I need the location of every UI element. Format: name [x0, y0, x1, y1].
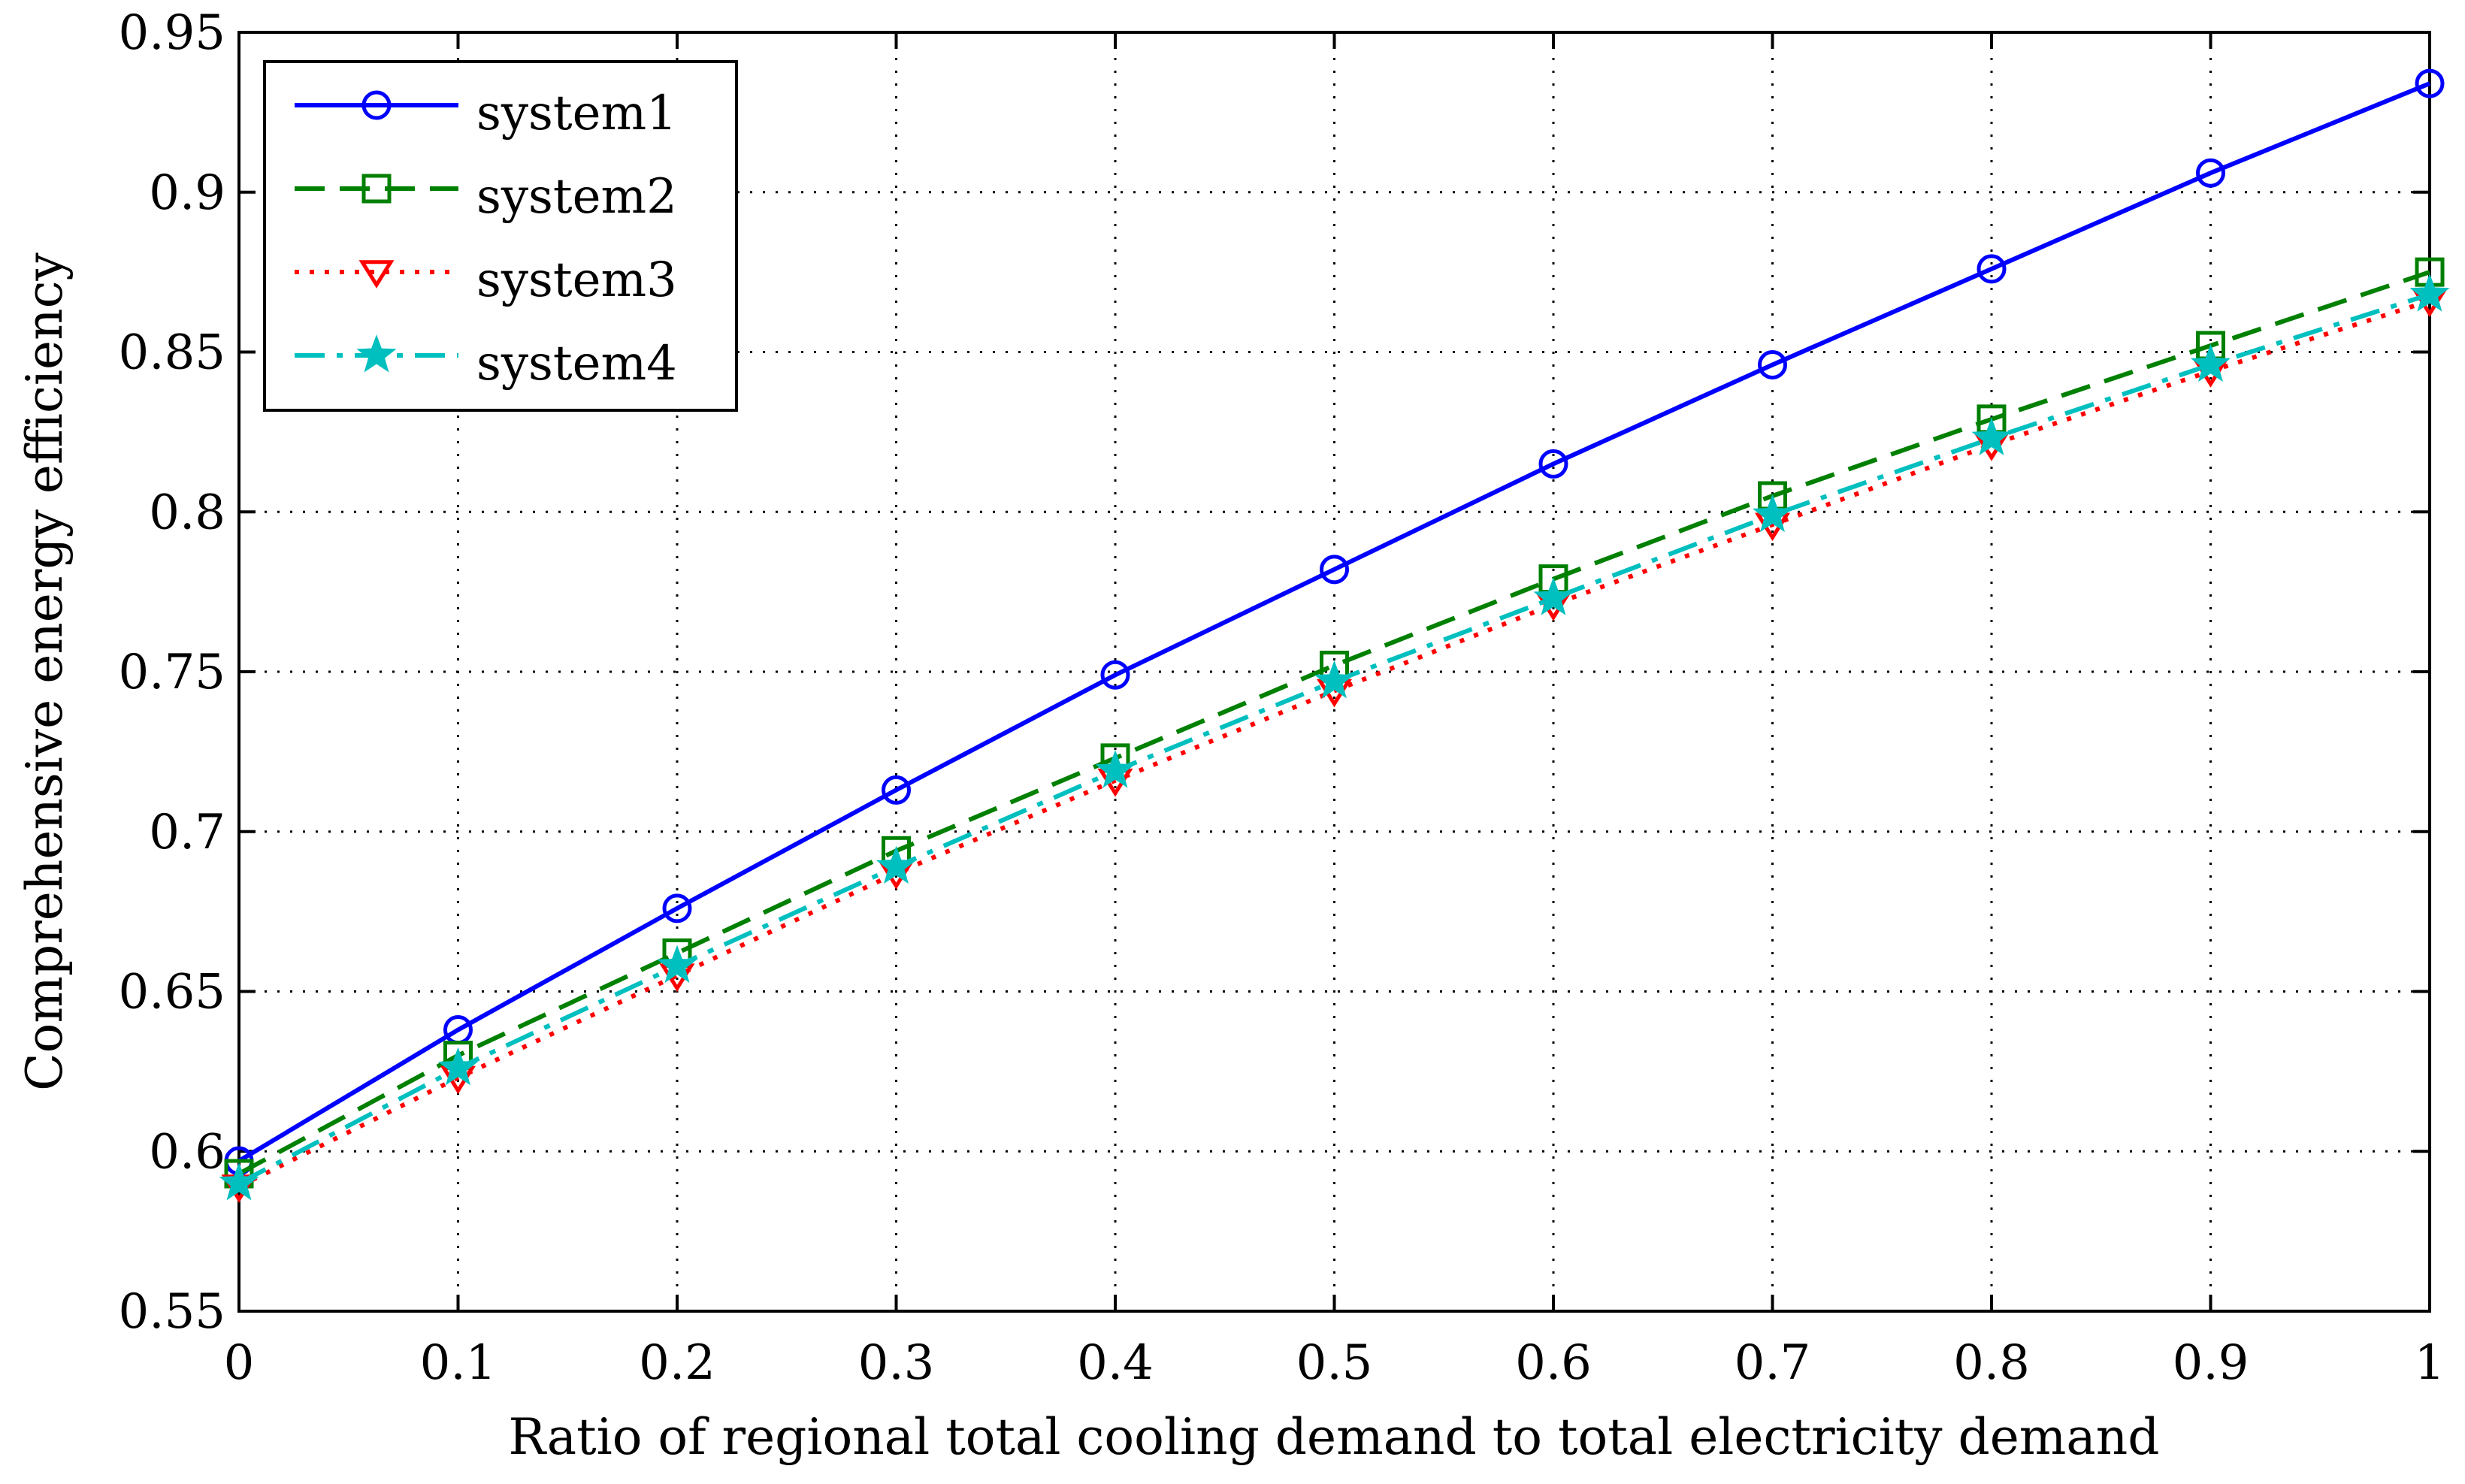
x-axis-title: Ratio of regional total cooling demand t… [509, 1408, 2160, 1466]
legend-label-system2: system2 [476, 169, 677, 225]
series-line-system2 [237, 270, 2430, 1176]
legend-box [263, 60, 738, 412]
x-tick-label: 0.4 [1077, 1335, 1154, 1391]
data-point-system1 [1100, 660, 1130, 690]
legend-entry-system3: system3 [295, 252, 677, 308]
x-tick-label: 0 [224, 1335, 255, 1391]
legend-entry-system4: system4 [295, 334, 677, 391]
data-point-system1 [1320, 555, 1349, 585]
data-point-system1 [662, 893, 692, 923]
data-point-system4 [437, 1047, 479, 1086]
x-tick-label: 0.5 [1296, 1335, 1373, 1391]
x-tick-label: 0.8 [1953, 1335, 2030, 1391]
data-point-system1 [882, 775, 911, 805]
data-point-system4 [657, 945, 697, 984]
legend-marker-system3 [358, 260, 395, 289]
legend-label-system3: system3 [476, 252, 677, 308]
y-tick-label: 0.8 [149, 485, 225, 540]
y-tick-label: 0.65 [119, 965, 226, 1020]
legend-marker-system1 [361, 90, 392, 120]
y-tick-label: 0.55 [119, 1284, 226, 1340]
series-line-system3 [237, 298, 2430, 1189]
legend: system1 system2 system3 system4 [263, 60, 738, 412]
data-point-system1 [1758, 350, 1787, 380]
data-point-system4 [2409, 274, 2450, 312]
legend-marker-system2 [361, 174, 392, 204]
x-tick-label: 0.9 [2173, 1335, 2249, 1391]
x-tick-label: 0.3 [858, 1335, 935, 1391]
y-axis-title: Comprehensive energy efficiency [16, 252, 74, 1090]
data-point-system1 [2415, 68, 2445, 98]
legend-label-system4: system4 [476, 336, 677, 391]
series-layer [219, 68, 2450, 1203]
legend-entry-system1: system1 [295, 86, 677, 141]
data-point-system4 [1095, 750, 1136, 788]
data-point-system4 [2190, 343, 2231, 382]
data-point-system1 [1538, 449, 1568, 479]
y-tick-label: 0.9 [149, 165, 225, 221]
data-point-system4 [1533, 577, 1574, 615]
series-line-system1 [237, 81, 2431, 1163]
data-point-system4 [1314, 660, 1355, 699]
legend-label-system1: system1 [476, 86, 677, 141]
x-tick-label: 0.1 [420, 1335, 497, 1391]
y-tick-label: 0.7 [149, 805, 225, 860]
legend-marker-system4 [356, 334, 397, 373]
x-tick-label: 1 [2415, 1335, 2445, 1391]
axis-ticks: 0 0.1 0.2 0.3 0.4 0.5 0.6 0.7 0.8 0.9 1 0.55 0.6 0.65… [119, 5, 2445, 1391]
data-point-system4 [219, 1162, 259, 1201]
y-tick-label: 0.6 [149, 1124, 225, 1180]
y-tick-label: 0.85 [119, 325, 226, 381]
data-point-system1 [1977, 254, 2007, 284]
y-tick-label: 0.75 [119, 645, 226, 700]
y-tick-label: 0.95 [119, 5, 226, 61]
x-tick-label: 0.7 [1735, 1335, 1811, 1391]
data-point-system4 [1971, 417, 2012, 455]
series-system4 [219, 274, 2450, 1201]
data-point-system4 [876, 845, 917, 884]
data-point-system4 [1752, 494, 1793, 533]
data-point-system1 [2196, 158, 2225, 188]
x-tick-label: 0.2 [639, 1335, 715, 1391]
legend-entry-system2: system2 [295, 169, 677, 225]
x-tick-label: 0.6 [1515, 1335, 1592, 1391]
